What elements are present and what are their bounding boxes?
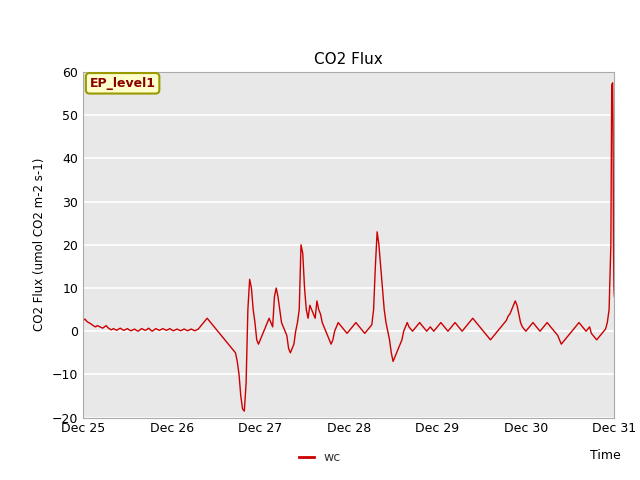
Title: CO2 Flux: CO2 Flux <box>314 52 383 67</box>
Text: EP_level1: EP_level1 <box>90 77 156 90</box>
Y-axis label: CO2 Flux (umol CO2 m-2 s-1): CO2 Flux (umol CO2 m-2 s-1) <box>33 158 47 332</box>
Text: Time: Time <box>590 449 621 462</box>
Legend: wc: wc <box>294 446 346 469</box>
